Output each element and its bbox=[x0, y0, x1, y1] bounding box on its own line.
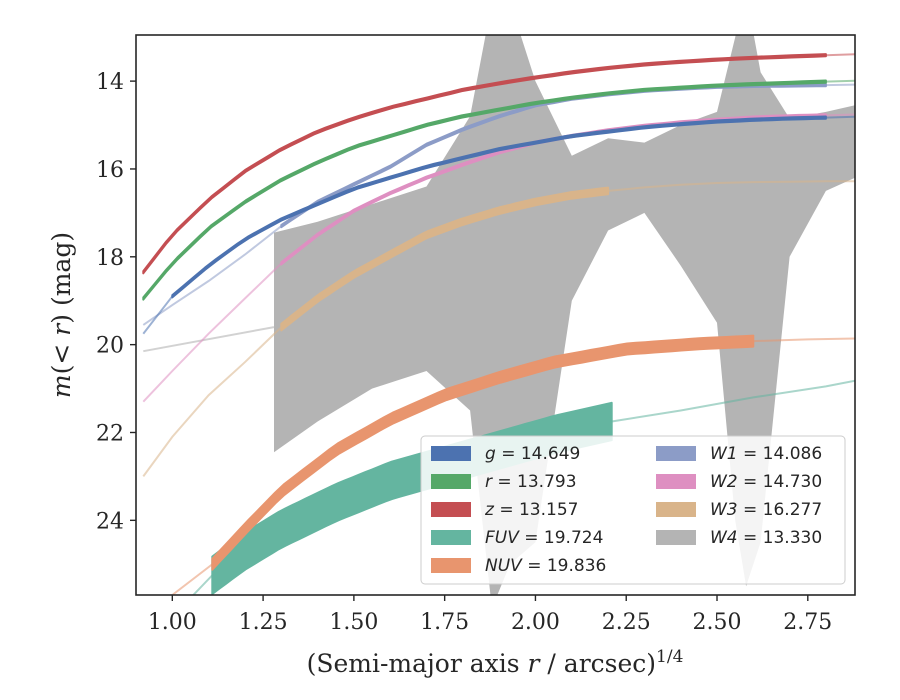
legend-label-w2: W2 = 14.730 bbox=[710, 472, 822, 492]
x-axis-label: (Semi-major axis r / arcsec)1/4 bbox=[307, 647, 684, 678]
legend-label-nuv: NUV = 19.836 bbox=[485, 556, 606, 576]
tick-layer: 1.00 1.25 1.50 1.75 2.00 2.25 2.50 2.75 14 16 18 20… bbox=[96, 70, 832, 635]
x-tick-label: 2.50 bbox=[693, 610, 742, 635]
legend-label-z: z = 13.157 bbox=[484, 500, 578, 520]
legend-label-w1: W1 = 14.086 bbox=[710, 444, 822, 464]
y-tick-label: 16 bbox=[96, 158, 124, 183]
series-w1-band bbox=[280, 83, 827, 229]
data-layer bbox=[142, 35, 855, 595]
legend-swatch-fuv bbox=[431, 530, 471, 545]
legend-swatch-w2 bbox=[656, 474, 696, 489]
legend-swatch-w3 bbox=[656, 502, 696, 517]
legend-swatch-z bbox=[431, 502, 471, 517]
legend-label-w3: W3 = 16.277 bbox=[710, 500, 822, 520]
y-tick-label: 14 bbox=[96, 70, 124, 95]
x-tick-label: 2.75 bbox=[783, 610, 832, 635]
x-tick-label: 1.00 bbox=[148, 610, 197, 635]
x-tick-label: 1.75 bbox=[420, 610, 469, 635]
x-tick-label: 2.00 bbox=[511, 610, 560, 635]
series-w3-band bbox=[280, 186, 610, 332]
series-w4-band bbox=[274, 35, 855, 595]
y-tick-label: 24 bbox=[96, 509, 124, 534]
series-w4-extrapolation bbox=[143, 326, 275, 353]
legend-label-w4: W4 = 13.330 bbox=[710, 528, 822, 548]
x-tick-label: 2.25 bbox=[602, 610, 651, 635]
legend-swatch-w4 bbox=[656, 530, 696, 545]
plot-frame bbox=[135, 34, 856, 596]
series-nuv-band bbox=[211, 334, 755, 571]
x-tick-label: 1.25 bbox=[239, 610, 288, 635]
legend-label-fuv: FUV = 19.724 bbox=[485, 528, 603, 548]
legend-swatch-w1 bbox=[656, 446, 696, 461]
series-z-band bbox=[142, 53, 827, 275]
legend: g = 14.649 r = 13.793 z = 13.157 FUV = 19.7… bbox=[420, 435, 846, 585]
series-g-band bbox=[171, 115, 827, 299]
series-r-band bbox=[142, 79, 827, 301]
x-tick-label: 1.50 bbox=[329, 610, 378, 635]
legend-label-r: r = 13.793 bbox=[485, 472, 577, 492]
legend-label-g: g = 14.649 bbox=[485, 444, 580, 464]
legend-swatch-nuv bbox=[431, 558, 471, 573]
legend-swatch-r bbox=[431, 474, 471, 489]
y-tick-label: 22 bbox=[96, 421, 124, 446]
legend-box bbox=[420, 435, 846, 585]
y-axis-label: m(< r) (mag) bbox=[47, 232, 76, 398]
y-tick-label: 20 bbox=[96, 334, 124, 359]
legend-swatch-g bbox=[431, 446, 471, 461]
y-tick-label: 18 bbox=[96, 246, 124, 271]
